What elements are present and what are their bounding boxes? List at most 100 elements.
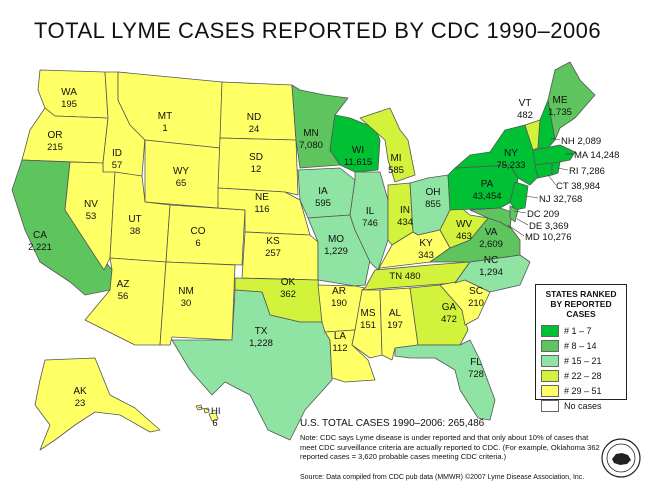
svg-text:LA: LA xyxy=(334,331,347,342)
svg-text:DC 209: DC 209 xyxy=(527,209,559,220)
svg-text:190: 190 xyxy=(331,298,347,309)
svg-text:NC: NC xyxy=(484,255,498,266)
svg-text:MO: MO xyxy=(328,234,344,245)
svg-text:116: 116 xyxy=(254,204,269,215)
svg-text:728: 728 xyxy=(468,369,484,380)
svg-text:AZ: AZ xyxy=(117,279,130,290)
legend-label: # 15 – 21 xyxy=(564,355,602,366)
svg-text:ME: ME xyxy=(553,95,568,106)
svg-text:112: 112 xyxy=(332,343,347,354)
svg-text:11,615: 11,615 xyxy=(344,157,372,168)
legend-swatch xyxy=(541,339,559,352)
state-TX[interactable] xyxy=(171,289,333,441)
state-NJ[interactable] xyxy=(509,181,529,211)
svg-text:30: 30 xyxy=(181,298,192,309)
svg-text:SC: SC xyxy=(469,286,483,297)
legend-title: STATES RANKED BY REPORTED CASES xyxy=(545,289,617,319)
state-MI[interactable] xyxy=(359,107,416,183)
svg-text:OH: OH xyxy=(426,187,441,198)
legend-label: # 29 – 51 xyxy=(564,385,602,396)
svg-text:595: 595 xyxy=(315,198,331,209)
svg-text:2,609: 2,609 xyxy=(479,239,503,250)
svg-text:CT 38,984: CT 38,984 xyxy=(556,181,600,192)
state-WI[interactable] xyxy=(329,114,381,173)
legend-item: # 8 – 14 xyxy=(541,338,621,353)
us-total: U.S. TOTAL CASES 1990–2006: 265,486 xyxy=(300,418,485,429)
svg-text:WA: WA xyxy=(61,87,77,98)
svg-text:CA: CA xyxy=(33,230,47,241)
svg-text:6: 6 xyxy=(212,418,217,429)
svg-text:6: 6 xyxy=(195,238,200,249)
svg-text:CO: CO xyxy=(191,226,206,237)
svg-text:57: 57 xyxy=(112,160,123,171)
svg-text:NY: NY xyxy=(504,148,518,159)
svg-text:585: 585 xyxy=(388,165,404,176)
svg-text:VT: VT xyxy=(519,98,532,109)
state-MD[interactable] xyxy=(469,207,513,229)
svg-text:23: 23 xyxy=(75,398,86,409)
footnote: Note: CDC says Lyme disease is under rep… xyxy=(300,433,600,461)
svg-text:MD 10,276: MD 10,276 xyxy=(525,232,571,243)
svg-text:12: 12 xyxy=(251,164,262,175)
state-AK[interactable] xyxy=(34,357,161,451)
svg-text:NM: NM xyxy=(178,286,194,297)
svg-text:IL: IL xyxy=(366,206,375,217)
svg-text:1: 1 xyxy=(162,123,167,134)
state-RI[interactable] xyxy=(551,161,561,176)
svg-text:53: 53 xyxy=(86,211,97,222)
svg-text:GA: GA xyxy=(442,302,457,313)
state-MA[interactable] xyxy=(532,144,576,166)
svg-text:38: 38 xyxy=(130,226,141,237)
legend-item: # 22 – 28 xyxy=(541,368,621,383)
state-HI[interactable] xyxy=(195,404,219,422)
leader-lines xyxy=(197,137,573,411)
svg-text:151: 151 xyxy=(360,320,376,331)
source-credit: Source: Data compiled from CDC pub data … xyxy=(300,474,585,481)
svg-text:7,080: 7,080 xyxy=(299,140,323,151)
state-FL[interactable] xyxy=(394,339,496,421)
state-ME[interactable] xyxy=(547,61,596,141)
svg-text:AL: AL xyxy=(389,308,402,319)
svg-text:1,735: 1,735 xyxy=(548,107,572,118)
legend-swatch xyxy=(541,354,559,367)
legend-swatch xyxy=(541,369,559,382)
svg-text:AR: AR xyxy=(332,286,346,297)
legend-swatch xyxy=(541,324,559,337)
svg-text:RI 7,286: RI 7,286 xyxy=(569,166,605,177)
svg-text:OK: OK xyxy=(281,277,296,288)
svg-text:NE: NE xyxy=(255,192,269,203)
svg-text:NJ 32,768: NJ 32,768 xyxy=(539,194,582,205)
svg-text:HI: HI xyxy=(211,406,221,417)
state-NH[interactable] xyxy=(537,99,556,149)
svg-text:IN: IN xyxy=(400,205,410,216)
state-CO[interactable] xyxy=(165,204,246,266)
legend: STATES RANKED BY REPORTED CASES # 1 – 7 … xyxy=(535,284,627,412)
svg-text:195: 195 xyxy=(61,99,77,110)
svg-text:NH 2,089: NH 2,089 xyxy=(561,136,601,147)
state-DE[interactable] xyxy=(509,205,519,223)
state-IL[interactable] xyxy=(349,171,389,271)
svg-text:215: 215 xyxy=(47,142,63,153)
svg-text:1,294: 1,294 xyxy=(479,267,503,278)
svg-text:WI: WI xyxy=(352,145,364,156)
svg-text:IA: IA xyxy=(318,186,328,197)
legend-label: No cases xyxy=(564,400,602,411)
svg-text:197: 197 xyxy=(387,320,403,331)
legend-item: # 29 – 51 xyxy=(541,383,621,398)
map-title: TOTAL LYME CASES REPORTED BY CDC 1990–20… xyxy=(34,18,602,43)
state-SD[interactable] xyxy=(217,137,299,196)
legend-item: # 1 – 7 xyxy=(541,323,621,338)
svg-text:362: 362 xyxy=(280,289,296,300)
state-NM[interactable] xyxy=(159,261,236,346)
svg-text:463: 463 xyxy=(456,231,472,242)
svg-text:KS: KS xyxy=(266,236,280,247)
legend-label: # 1 – 7 xyxy=(564,325,592,336)
legend-swatch xyxy=(541,399,559,412)
svg-text:NV: NV xyxy=(84,199,98,210)
svg-text:343: 343 xyxy=(418,250,434,261)
svg-text:WY: WY xyxy=(173,166,189,177)
svg-text:24: 24 xyxy=(249,124,260,135)
svg-text:OR: OR xyxy=(48,130,63,141)
svg-text:43,454: 43,454 xyxy=(472,191,501,202)
